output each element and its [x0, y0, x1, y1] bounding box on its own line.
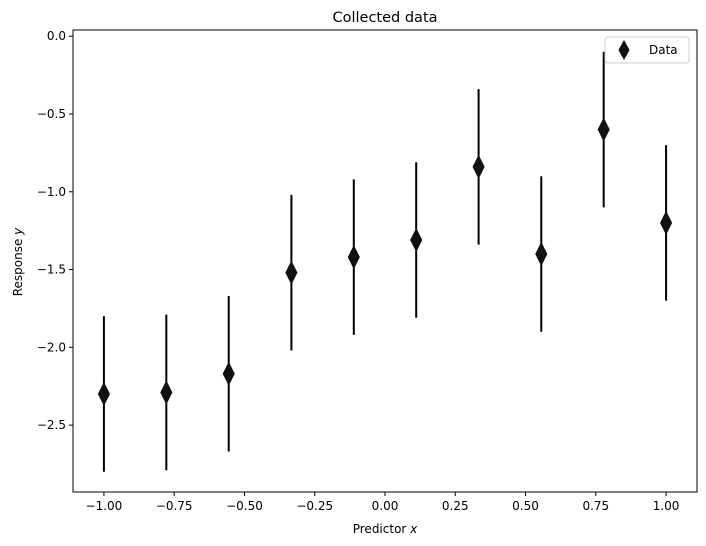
x-tick-label: 0.00: [372, 499, 399, 513]
data-point: [285, 260, 298, 285]
x-tick-label: 1.00: [653, 499, 680, 513]
y-tick-label: −1.0: [37, 185, 66, 199]
x-axis-label-text: Predictor: [353, 522, 410, 536]
legend-marker: [618, 39, 630, 61]
x-tick-label: −0.75: [156, 499, 193, 513]
data-point: [535, 241, 548, 267]
data-point: [410, 227, 423, 253]
y-axis-ticks: 0.0 −0.5 −1.0 −1.5 −2.0 −2.5: [37, 29, 73, 432]
legend-label: Data: [649, 43, 678, 57]
y-tick-label: 0.0: [47, 29, 66, 43]
data-point: [660, 210, 673, 236]
data-point: [160, 380, 173, 405]
y-axis-label: Response y: [11, 227, 25, 296]
x-tick-label: 0.75: [582, 499, 609, 513]
x-tick-label: −0.25: [296, 499, 333, 513]
x-tick-label: −1.00: [86, 499, 123, 513]
x-axis-ticks: −1.00 −0.75 −0.50 −0.25 0.00 0.25 0.50 0.75 1.00: [86, 492, 680, 513]
data-point: [597, 117, 610, 142]
x-tick-label: 0.25: [442, 499, 469, 513]
data-point: [472, 154, 485, 180]
data-point: [97, 381, 110, 407]
x-axis-label-var: x: [409, 522, 418, 536]
y-tick-label: −2.5: [37, 418, 66, 432]
y-axis-label-text: Response: [11, 235, 25, 296]
y-tick-label: −1.5: [37, 263, 66, 277]
chart-title: Collected data: [332, 10, 437, 26]
y-tick-label: −0.5: [37, 107, 66, 121]
x-axis-label: Predictor x: [353, 522, 418, 536]
legend-box: [604, 36, 690, 64]
x-tick-label: −0.50: [226, 499, 263, 513]
y-tick-label: −2.0: [37, 340, 66, 354]
data-point: [347, 244, 360, 270]
legend: Data: [604, 36, 690, 64]
series-layer: [97, 51, 673, 472]
data-point: [222, 361, 235, 386]
y-axis-label-var: y: [11, 227, 25, 236]
x-tick-label: 0.50: [512, 499, 539, 513]
